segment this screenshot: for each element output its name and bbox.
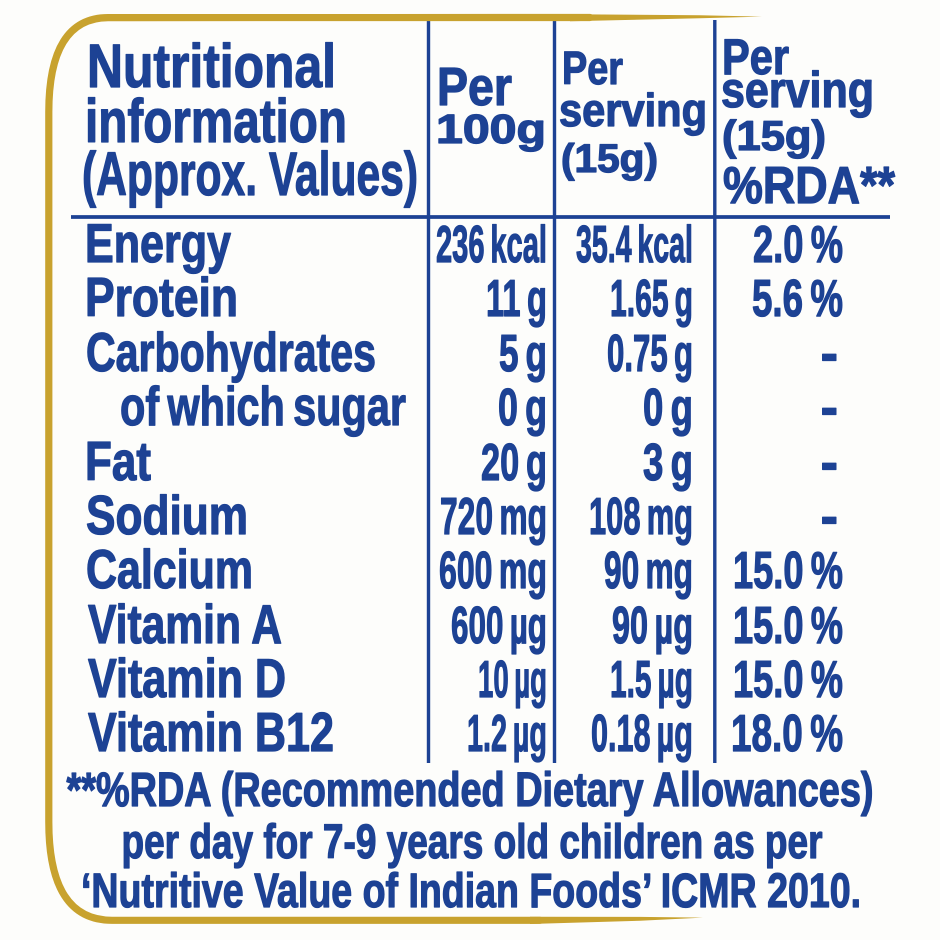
svg-text:1.2 µg: 1.2 µg [467,705,547,763]
svg-text:per day for 7-9 years old chil: per day for 7-9 years old children as pe… [122,816,823,869]
svg-text:-: - [821,325,838,383]
svg-text:(15g): (15g) [561,137,658,181]
svg-text:100g: 100g [436,106,546,152]
svg-text:serving: serving [559,84,707,136]
svg-text:Energy: Energy [85,212,231,274]
svg-text:0 g: 0 g [498,379,547,437]
svg-text:108 mg: 108 mg [589,488,693,546]
svg-text:Protein: Protein [85,266,238,328]
svg-text:5 g: 5 g [499,325,547,383]
svg-text:**%RDA (Recommended Dietary Al: **%RDA (Recommended Dietary Allowances) [67,764,874,817]
svg-text:Fat: Fat [85,430,151,492]
svg-text:Per: Per [562,42,623,94]
svg-text:-: - [821,488,838,546]
svg-text:15.0 %: 15.0 % [733,651,843,709]
svg-text:Vitamin D: Vitamin D [88,647,286,709]
svg-text:2.0 %: 2.0 % [753,216,843,274]
svg-text:236 kcal: 236 kcal [436,216,547,274]
svg-text:‘Nutritive Value of Indian Foo: ‘Nutritive Value of Indian Foods’ ICMR 2… [81,865,861,918]
svg-text:Vitamin B12: Vitamin B12 [88,701,334,763]
svg-text:Nutritional: Nutritional [87,32,336,100]
svg-text:%RDA**: %RDA** [723,157,896,215]
svg-text:15.0 %: 15.0 % [733,597,843,655]
svg-text:600 µg: 600 µg [451,597,547,655]
svg-text:5.6 %: 5.6 % [752,270,843,328]
svg-text:11 g: 11 g [486,270,547,328]
svg-text:600 mg: 600 mg [439,542,547,600]
svg-text:(Approx. Values): (Approx. Values) [82,140,418,208]
svg-text:15.0 %: 15.0 % [733,542,843,600]
svg-text:0.18 µg: 0.18 µg [591,705,693,763]
svg-text:10 µg: 10 µg [478,651,547,709]
svg-text:35.4 kcal: 35.4 kcal [576,216,693,274]
svg-text:0 g: 0 g [643,379,693,437]
svg-text:18.0 %: 18.0 % [731,705,843,763]
svg-text:1.65 g: 1.65 g [610,270,693,328]
svg-text:90 mg: 90 mg [604,542,693,600]
svg-text:-: - [821,434,838,492]
svg-text:Calcium: Calcium [86,538,253,600]
svg-text:Sodium: Sodium [86,484,248,546]
svg-text:(15g): (15g) [722,112,826,159]
svg-text:information: information [85,87,347,155]
svg-text:720 mg: 720 mg [440,488,547,546]
svg-text:3 g: 3 g [643,434,693,492]
svg-text:Per: Per [722,29,789,85]
svg-text:-: - [821,379,838,437]
svg-text:1.5 µg: 1.5 µg [610,651,693,709]
svg-text:90 µg: 90 µg [612,597,693,655]
svg-text:0.75 g: 0.75 g [607,325,693,383]
svg-text:Vitamin A: Vitamin A [88,593,282,655]
svg-text:of which sugar: of which sugar [120,375,406,437]
svg-text:Per: Per [437,57,512,117]
svg-text:Carbohydrates: Carbohydrates [86,321,376,383]
svg-text:serving: serving [721,62,874,118]
svg-text:20 g: 20 g [481,434,547,492]
